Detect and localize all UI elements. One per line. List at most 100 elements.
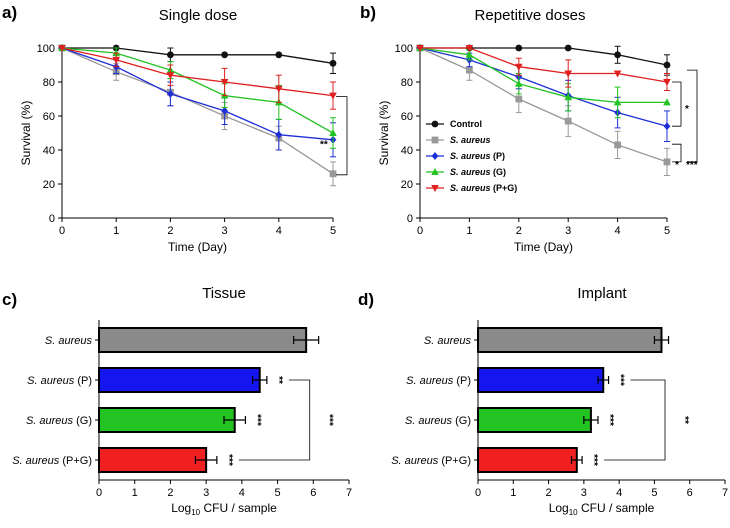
- y-axis-title: Survival (%): [377, 101, 391, 166]
- series-s-aureus-p-g-: [416, 45, 671, 91]
- series-line: [61, 47, 334, 97]
- bracket-significance-label: **: [679, 416, 690, 424]
- data-point: [329, 59, 337, 67]
- x-tick-label: 6: [687, 487, 693, 499]
- series-line: [419, 47, 668, 163]
- significance-label: *: [685, 104, 689, 115]
- data-point: [663, 98, 671, 106]
- data-point: [564, 117, 572, 125]
- legend-item: S. aureus (G): [426, 167, 506, 177]
- legend-label-suffix: (P+G): [491, 183, 518, 193]
- legend-marker: [431, 152, 439, 160]
- bar: [477, 327, 663, 353]
- bar-significance-label: ***: [223, 454, 234, 466]
- panel-d: d) Implant 0 1 2 3 4 5 6 7 Log10 CFU / sample S. au…: [358, 285, 728, 517]
- panel-b: b) Repetitive doses 0 1 2 3 4 5 0 20 40 60 80 100 Time…: [360, 3, 698, 254]
- x-tick-label: 0: [475, 487, 481, 499]
- x-axis-title: Log10 CFU / sample: [171, 501, 277, 517]
- y-tick-label: 80: [43, 77, 55, 89]
- x-axis-title-subscript: 10: [569, 508, 578, 517]
- bar-significance-label: ***: [615, 374, 626, 386]
- x-axis-title: Log10 CFU / sample: [549, 501, 655, 517]
- series-line: [419, 47, 667, 104]
- data-point: [329, 129, 337, 136]
- significance-label: *: [675, 160, 679, 171]
- data-point: [329, 170, 337, 178]
- x-tick-label: 1: [510, 487, 516, 499]
- x-tick-label: 2: [167, 225, 173, 237]
- data-point: [515, 79, 523, 87]
- legend-label-suffix: (G): [491, 167, 507, 177]
- data-point: [614, 51, 621, 59]
- legend-label-main: S. aureus: [450, 151, 491, 161]
- category-label-organism: S. aureus: [406, 375, 454, 387]
- category-label: S. aureus (G): [26, 415, 92, 427]
- x-tick-label: 4: [616, 487, 622, 499]
- x-axis-title-subscript: 10: [191, 508, 200, 517]
- y-tick-label: 100: [37, 43, 55, 55]
- data-point: [275, 85, 283, 93]
- legend-label: S. aureus (P+G): [450, 183, 517, 193]
- y-tick-label: 100: [395, 43, 413, 55]
- x-axis-title-base: Log: [549, 501, 569, 515]
- significance-bracket: [336, 96, 348, 176]
- legend-marker: [431, 136, 439, 144]
- data-point: [466, 66, 473, 74]
- y-tick-label: 20: [401, 179, 413, 191]
- x-tick-label: 5: [651, 487, 657, 499]
- x-axis-title-rest: CFU / sample: [578, 501, 655, 515]
- category-label-organism: S. aureus: [27, 375, 75, 387]
- x-tick-label: 5: [330, 225, 336, 237]
- data-point: [329, 92, 337, 100]
- category-label: S. aureus (G): [405, 415, 471, 427]
- series-s-aureus-g-: [416, 44, 671, 119]
- category-label-organism: S. aureus: [12, 455, 60, 467]
- data-point: [275, 130, 283, 139]
- x-tick-label: 5: [275, 487, 281, 499]
- series-line: [419, 47, 668, 127]
- x-tick-label: 7: [722, 487, 728, 499]
- x-tick-label: 0: [96, 487, 102, 499]
- y-tick-label: 60: [401, 111, 413, 123]
- data-point: [515, 63, 523, 71]
- data-point: [220, 79, 229, 86]
- data-point: [416, 45, 424, 52]
- y-tick-label: 80: [401, 77, 413, 89]
- legend-label-main: Control: [450, 119, 482, 129]
- bar: [477, 367, 605, 393]
- chart-title: Tissue: [202, 285, 246, 302]
- data-point: [663, 158, 671, 166]
- category-label-treatment: (P): [74, 375, 92, 387]
- x-tick-label: 4: [615, 225, 621, 237]
- x-tick-label: 0: [417, 225, 423, 237]
- series-s-aureus-p-g-: [58, 45, 337, 110]
- data-point: [515, 95, 523, 103]
- category-label-treatment: (P+G): [438, 455, 471, 467]
- legend-item: S. aureus: [426, 135, 491, 145]
- x-axis-title: Time (Day): [514, 240, 573, 254]
- data-point: [167, 89, 174, 98]
- legend-label: S. aureus: [450, 135, 491, 145]
- bar: [98, 327, 308, 353]
- x-tick-label: 7: [346, 487, 352, 499]
- category-label: S. aureus: [45, 335, 93, 347]
- data-point: [167, 51, 174, 59]
- significance-bracket: [238, 379, 311, 461]
- legend-label-main: S. aureus: [450, 167, 491, 177]
- category-label-organism: S. aureus: [405, 415, 453, 427]
- category-label-organism: S. aureus: [45, 335, 93, 347]
- legend-item: S. aureus (P+G): [426, 183, 517, 193]
- legend-marker: [431, 120, 439, 128]
- data-point: [613, 70, 622, 78]
- y-tick-label: 0: [407, 213, 413, 225]
- panel-c: c) Tissue 0 1 2 3 4 5 6 7 Log10 CFU / sample S. aur…: [2, 285, 352, 517]
- x-tick-label: 2: [516, 225, 522, 237]
- legend-marker: [431, 185, 439, 192]
- significance-bracket: [672, 143, 682, 163]
- panel-label: b): [360, 3, 376, 22]
- significance-label: ***: [686, 160, 698, 171]
- bar: [477, 447, 578, 473]
- significance-bracket: [687, 69, 698, 163]
